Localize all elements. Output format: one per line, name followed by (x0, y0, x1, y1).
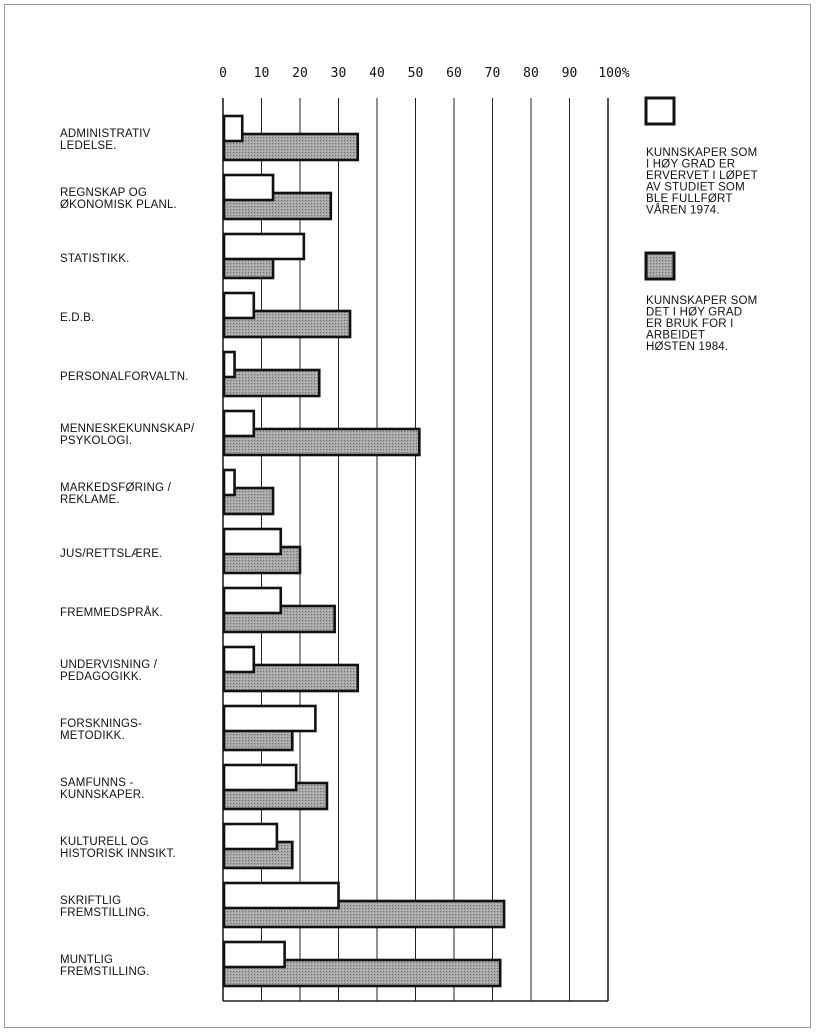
category-label: SKRIFTLIG FREMSTILLING. (60, 895, 150, 919)
category-labels: ADMINISTRATIV LEDELSE. REGNSKAP OG ØKONOMIS… (60, 128, 195, 978)
x-tick-label: 60 (446, 66, 462, 81)
category-label: PERSONALFORVALTN. (60, 371, 189, 383)
x-tick-label: 100% (598, 66, 629, 81)
x-tick-label: 30 (331, 66, 347, 81)
legend-swatch-acquired (644, 96, 676, 126)
bar-used-knowledge (222, 309, 352, 339)
bar-acquired-knowledge (222, 586, 283, 615)
legend-swatch-used (644, 251, 676, 281)
bar-acquired-knowledge (222, 114, 244, 143)
category-label: E.D.B. (60, 312, 94, 324)
bar-acquired-knowledge (222, 822, 279, 851)
bar-acquired-knowledge (222, 881, 340, 910)
bars (222, 114, 506, 988)
bar-acquired-knowledge (222, 468, 236, 497)
x-tick-label: 10 (254, 66, 270, 81)
x-tick-label: 0 (219, 66, 227, 81)
category-label: MENNESKEKUNNSKAP/PSYKOLOGI. (60, 423, 195, 447)
bar-acquired-knowledge (222, 527, 283, 556)
bar-acquired-knowledge (222, 940, 286, 969)
category-label: MARKEDSFØRING / REKLAME. (60, 482, 172, 506)
bar-acquired-knowledge (222, 350, 236, 379)
x-tick-label: 50 (408, 66, 424, 81)
category-label: FORSKNINGS-METODIKK. (60, 718, 142, 742)
chart-frame: 0 10 20 30 40 50 60 70 80 90 100% ADMINISTRATIV LED… (4, 4, 811, 1028)
category-label: REGNSKAP OG ØKONOMISK PLANL. (60, 187, 177, 211)
category-label: STATISTIKK. (60, 253, 130, 265)
bar-acquired-knowledge (222, 291, 256, 320)
category-label: FREMMEDSPRÅK. (60, 606, 163, 619)
bar-acquired-knowledge (222, 704, 317, 733)
category-label: SAMFUNNS -KUNNSKAPER. (60, 777, 145, 801)
legend-label-used: KUNNSKAPER SOM DET I HØY GRAD ER BRUK FOR … (646, 295, 757, 353)
category-label: ADMINISTRATIV LEDELSE. (60, 128, 151, 152)
bar-used-knowledge (222, 427, 421, 457)
bar-acquired-knowledge (222, 173, 275, 202)
category-label: JUS/RETTSLÆRE. (60, 548, 162, 560)
category-label: KULTURELL OG HISTORISK INNSIKT. (60, 836, 176, 860)
category-label: UNDERVISNING / PEDAGOGIKK. (60, 659, 158, 683)
x-tick-label: 70 (485, 66, 501, 81)
bar-chart: 0 10 20 30 40 50 60 70 80 90 100% ADMINISTRATIV LED… (60, 66, 758, 1002)
bar-acquired-knowledge (222, 763, 298, 792)
bar-used-knowledge (222, 132, 360, 162)
x-tick-label: 40 (369, 66, 385, 81)
category-label: MUNTLIG FREMSTILLING. (60, 954, 150, 978)
bar-used-knowledge (222, 368, 321, 398)
x-tick-label: 80 (523, 66, 539, 81)
bar-used-knowledge (222, 663, 360, 693)
x-tick-label: 20 (292, 66, 308, 81)
x-tick-label: 90 (562, 66, 578, 81)
legend: KUNNSKAPER SOM I HØY GRAD ER ERVERVET I LØ… (644, 96, 758, 353)
legend-label-acquired: KUNNSKAPER SOM I HØY GRAD ER ERVERVET I LØ… (646, 147, 758, 217)
x-axis-ticks: 0 10 20 30 40 50 60 70 80 90 100% (219, 66, 630, 81)
bar-acquired-knowledge (222, 409, 256, 438)
bar-acquired-knowledge (222, 645, 256, 674)
bar-acquired-knowledge (222, 232, 306, 261)
